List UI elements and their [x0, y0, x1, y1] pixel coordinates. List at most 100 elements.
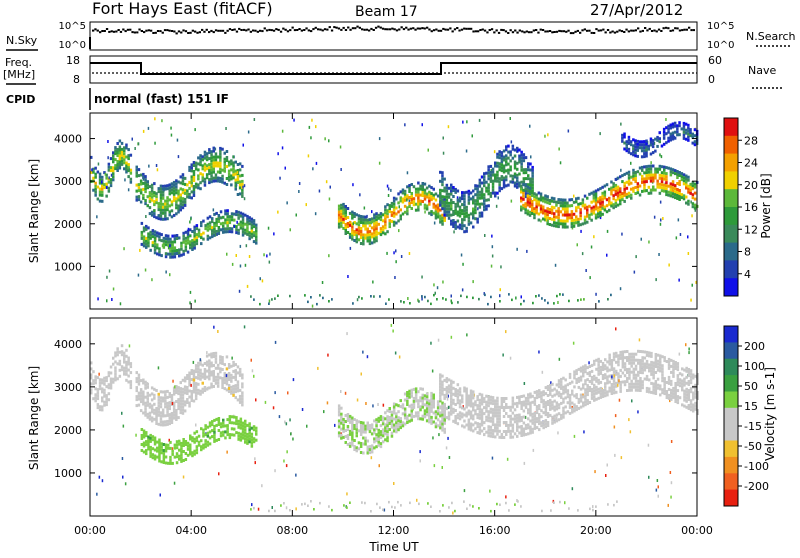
power-ground-cell — [385, 303, 387, 306]
velocity-echo-cell — [422, 406, 425, 409]
power-echo-cell — [191, 230, 194, 233]
noise-sample — [565, 31, 567, 33]
velocity-echo-cell — [220, 431, 223, 434]
velocity-echo-cell — [251, 427, 254, 430]
velocity-echo-cell — [255, 439, 258, 442]
power-echo-cell — [400, 208, 403, 211]
velocity-echo-cell — [389, 407, 392, 410]
velocity-echo-cell — [358, 429, 361, 432]
velocity-echo-cell — [485, 416, 488, 419]
power-echo-cell — [233, 213, 236, 216]
power-noise-cell — [399, 205, 401, 208]
power-echo-cell — [527, 189, 530, 192]
velocity-echo-cell — [162, 412, 165, 415]
power-echo-cell — [641, 178, 644, 181]
noise-sample — [111, 30, 113, 32]
velocity-echo-cell — [197, 383, 200, 386]
velocity-echo-cell — [628, 359, 631, 362]
power-echo-cell — [479, 194, 482, 197]
power-echo-cell — [160, 254, 163, 257]
velocity-echo-cell — [496, 403, 499, 406]
velocity-echo-cell — [154, 458, 157, 461]
velocity-echo-cell — [591, 379, 594, 382]
velocity-echo-cell — [547, 415, 550, 418]
velocity-echo-cell — [644, 351, 647, 354]
velocity-echo-cell — [472, 423, 475, 426]
power-echo-cell — [430, 213, 433, 216]
power-noise-cell — [240, 245, 242, 248]
power-noise-cell — [484, 234, 486, 237]
power-echo-cell — [97, 171, 100, 174]
power-echo-cell — [568, 204, 571, 207]
velocity-echo-cell — [142, 400, 145, 403]
power-ground-cell — [472, 297, 474, 300]
power-echo-cell — [426, 196, 429, 199]
velocity-echo-cell — [465, 403, 468, 406]
power-echo-cell — [610, 181, 613, 184]
velocity-echo-cell — [338, 410, 341, 413]
power-echo-cell — [531, 212, 534, 215]
power-echo-cell — [546, 198, 549, 201]
power-echo-cell — [367, 234, 370, 237]
velocity-echo-cell — [156, 456, 159, 459]
noise-sample — [658, 29, 660, 31]
velocity-echo-cell — [490, 402, 493, 405]
power-echo-cell — [672, 189, 675, 192]
velocity-echo-cell — [413, 388, 416, 391]
velocity-echo-cell — [149, 403, 152, 406]
power-echo-cell — [215, 164, 218, 167]
velocity-echo-cell — [523, 404, 526, 407]
power-echo-cell — [566, 205, 569, 208]
power-echo-cell — [351, 214, 354, 217]
noise-sample — [118, 29, 120, 31]
velocity-echo-cell — [380, 442, 383, 445]
power-echo-cell — [251, 221, 254, 224]
power-echo-cell — [210, 180, 213, 183]
velocity-echo-cell — [446, 377, 449, 380]
velocity-echo-cell — [608, 375, 611, 378]
power-echo-cell — [141, 234, 144, 237]
velocity-echo-cell — [110, 372, 113, 375]
velocity-echo-cell — [534, 391, 537, 394]
velocity-echo-cell — [142, 391, 145, 394]
velocity-echo-cell — [204, 362, 207, 365]
power-echo-cell — [204, 181, 207, 184]
velocity-echo-cell — [441, 375, 444, 378]
velocity-echo-cell — [512, 424, 514, 427]
velocity-echo-cell — [235, 363, 238, 366]
velocity-echo-cell — [512, 427, 514, 430]
velocity-echo-cell — [589, 389, 592, 392]
velocity-echo-cell — [221, 380, 224, 383]
velocity-echo-cell — [560, 378, 563, 381]
power-noise-cell — [500, 288, 502, 291]
power-echo-cell — [349, 236, 352, 239]
power-echo-cell — [463, 197, 466, 200]
velocity-echo-cell — [443, 397, 446, 400]
power-echo-cell — [151, 184, 154, 187]
power-echo-cell — [169, 241, 172, 244]
power-noise-cell — [106, 276, 108, 279]
power-echo-cell — [108, 187, 111, 190]
velocity-echo-cell — [349, 421, 352, 424]
velocity-echo-cell — [474, 427, 477, 430]
power-echo-cell — [397, 201, 400, 204]
power-echo-cell — [177, 205, 180, 208]
power-noise-cell — [249, 255, 251, 258]
power-echo-cell — [191, 175, 194, 178]
velocity-echo-cell — [542, 393, 545, 396]
power-noise-cell — [630, 162, 632, 165]
power-y-tick-label: 4000 — [54, 133, 82, 146]
power-echo-cell — [546, 222, 549, 225]
power-echo-cell — [641, 169, 644, 172]
velocity-echo-cell — [210, 386, 213, 389]
velocity-echo-cell — [142, 379, 145, 382]
power-echo-cell — [175, 191, 178, 194]
power-echo-cell — [210, 168, 213, 171]
velocity-echo-cell — [441, 387, 444, 390]
velocity-echo-cell — [165, 462, 168, 465]
velocity-noise-cell — [583, 430, 585, 433]
power-ground-cell — [508, 293, 510, 296]
velocity-echo-cell — [193, 388, 196, 391]
velocity-echo-cell — [639, 368, 642, 371]
power-echo-cell — [579, 217, 582, 220]
